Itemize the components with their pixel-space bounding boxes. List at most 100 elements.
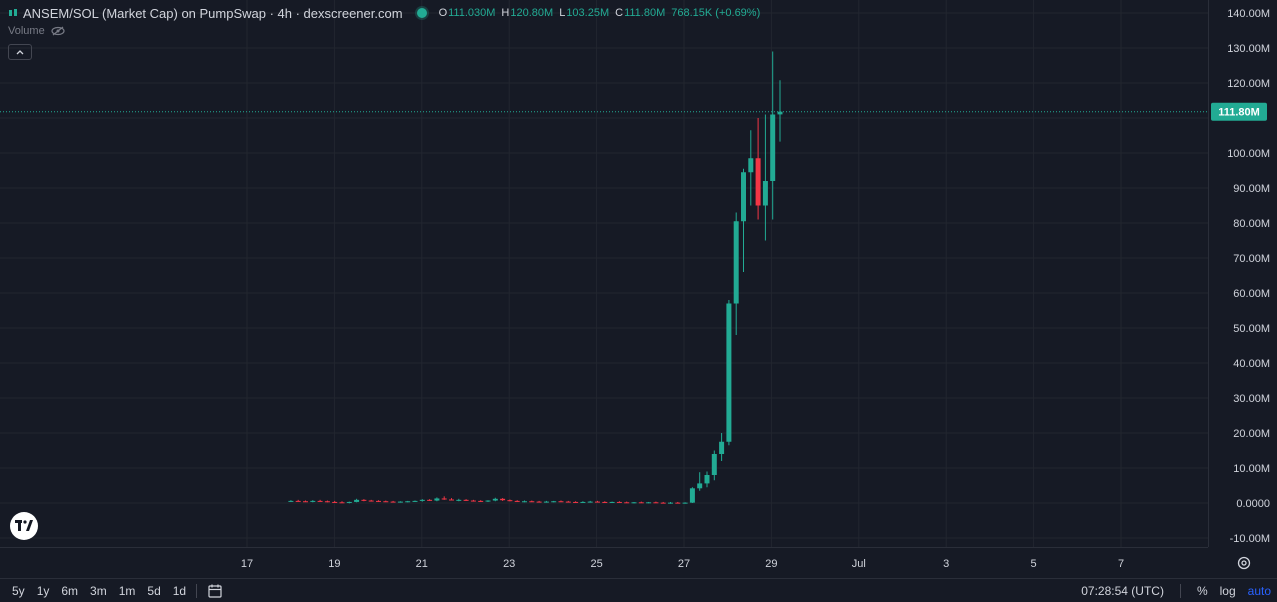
percent-scale-button[interactable]: % [1196,583,1208,598]
candle-body [660,502,666,504]
price-tick-label: 0.0000 [1236,498,1270,510]
tradingview-logo[interactable] [10,512,38,540]
market-status-dot [416,8,427,18]
candle [332,500,338,503]
range-5y-button[interactable]: 5y [12,583,25,598]
candle-body [609,501,615,503]
volume-label: Volume [8,25,45,37]
candles-icon [9,9,17,16]
candle [303,500,308,503]
price-axis[interactable]: 140.00M 130.00M 120.00M 100.00M 90.00M 80.00M… [1208,0,1277,547]
candle-body [361,499,367,501]
tv-logo-icon [15,520,33,531]
candle-body [711,454,717,475]
candle-body [390,501,396,503]
time-tick-label: 5 [1031,558,1037,570]
ohlc-low: L103.25M [559,7,610,19]
grid-lines-horizontal [0,12,1208,539]
candle-body [551,501,557,503]
range-5d-button[interactable]: 5d [147,583,161,598]
candle-body [755,158,761,206]
range-6m-button[interactable]: 6m [61,583,79,598]
time-axis-labels: 17 19 21 23 25 27 29 Jul 3 5 7 [241,558,1124,570]
time-tick-label: 29 [765,558,777,570]
candle-body [726,303,732,442]
candle [463,499,469,501]
collapse-legend-button[interactable] [8,44,32,60]
candle-body [668,502,673,504]
range-1m-button[interactable]: 1m [118,583,136,598]
candle [412,500,418,502]
candle-body [470,500,476,502]
time-tick-label: Jul [852,558,866,570]
symbol-title[interactable]: ANSEM/SOL (Market Cap) on PumpSwap · 4h … [23,5,403,21]
candle [397,501,403,503]
candle-body [595,501,600,503]
candle-body [689,488,695,503]
candle-body [536,501,542,503]
candle [529,500,535,503]
candle-body [719,441,725,454]
candle-body [733,221,739,304]
candle [419,499,425,502]
time-axis[interactable]: 17 19 21 23 25 27 29 Jul 3 5 7 [0,547,1208,578]
candle-body [514,500,520,502]
candle [514,500,520,502]
range-1y-button[interactable]: 1y [36,583,50,598]
candle [522,500,527,503]
candle-body [587,501,593,503]
candle [536,500,542,503]
date-range-buttons: 5y 1y 6m 3m 1m 5d 1d [6,579,223,602]
range-1d-button[interactable]: 1d [172,583,187,598]
toolbar-divider [196,583,198,598]
candle [507,499,513,502]
candle-body [500,498,506,501]
candle [500,498,506,501]
range-3m-button[interactable]: 3m [90,583,107,598]
candle-body [565,501,571,503]
candle [668,501,673,504]
candle [638,501,644,504]
candle-body [419,499,425,501]
calendar-icon[interactable] [207,583,223,599]
price-tick-label: 70.00M [1233,253,1270,265]
auto-scale-button[interactable]: auto [1247,583,1271,598]
time-tick-label: 27 [678,558,690,570]
chart-pane[interactable]: ANSEM/SOL (Market Cap) on PumpSwap · 4h … [0,0,1208,547]
candle-body [339,502,345,504]
candlestick-chart[interactable] [0,0,1208,547]
ohlc-change: 768.15K (+0.69%) [671,7,761,19]
chart-legend: ANSEM/SOL (Market Cap) on PumpSwap · 4h … [8,5,760,21]
candle [324,500,330,503]
clock-utc[interactable]: 07:28:54 (UTC) [1081,583,1164,598]
ohlc-open: O111.030M [438,7,496,19]
price-tick-label: 20.00M [1233,428,1270,440]
candle-body [383,501,389,503]
log-scale-button[interactable]: log [1219,583,1236,598]
candle [777,80,783,142]
candle-body [616,501,622,503]
candle-body [770,114,776,181]
candle [697,472,703,491]
candle-body [295,500,301,502]
bottom-toolbar: 5y 1y 6m 3m 1m 5d 1d 07:28:54 (UTC) % lo… [0,578,1277,602]
candle [741,168,746,272]
candle-body [332,501,338,503]
eye-crossed-icon[interactable] [51,26,65,36]
candle-body [288,500,294,502]
toolbar-divider [1179,583,1181,598]
candle-body [317,500,323,502]
candle [558,500,564,503]
candle [361,499,367,502]
price-tick-label: 140.00M [1227,8,1270,20]
candle-body [675,502,681,504]
candle-body [376,500,381,502]
candle-body [543,501,549,503]
candle [762,114,768,241]
candle [609,501,615,503]
candle [383,500,389,503]
settings-gear-icon[interactable] [1236,555,1252,571]
candle-body [573,501,579,503]
candle [485,500,491,502]
time-tick-label: 17 [241,558,253,570]
